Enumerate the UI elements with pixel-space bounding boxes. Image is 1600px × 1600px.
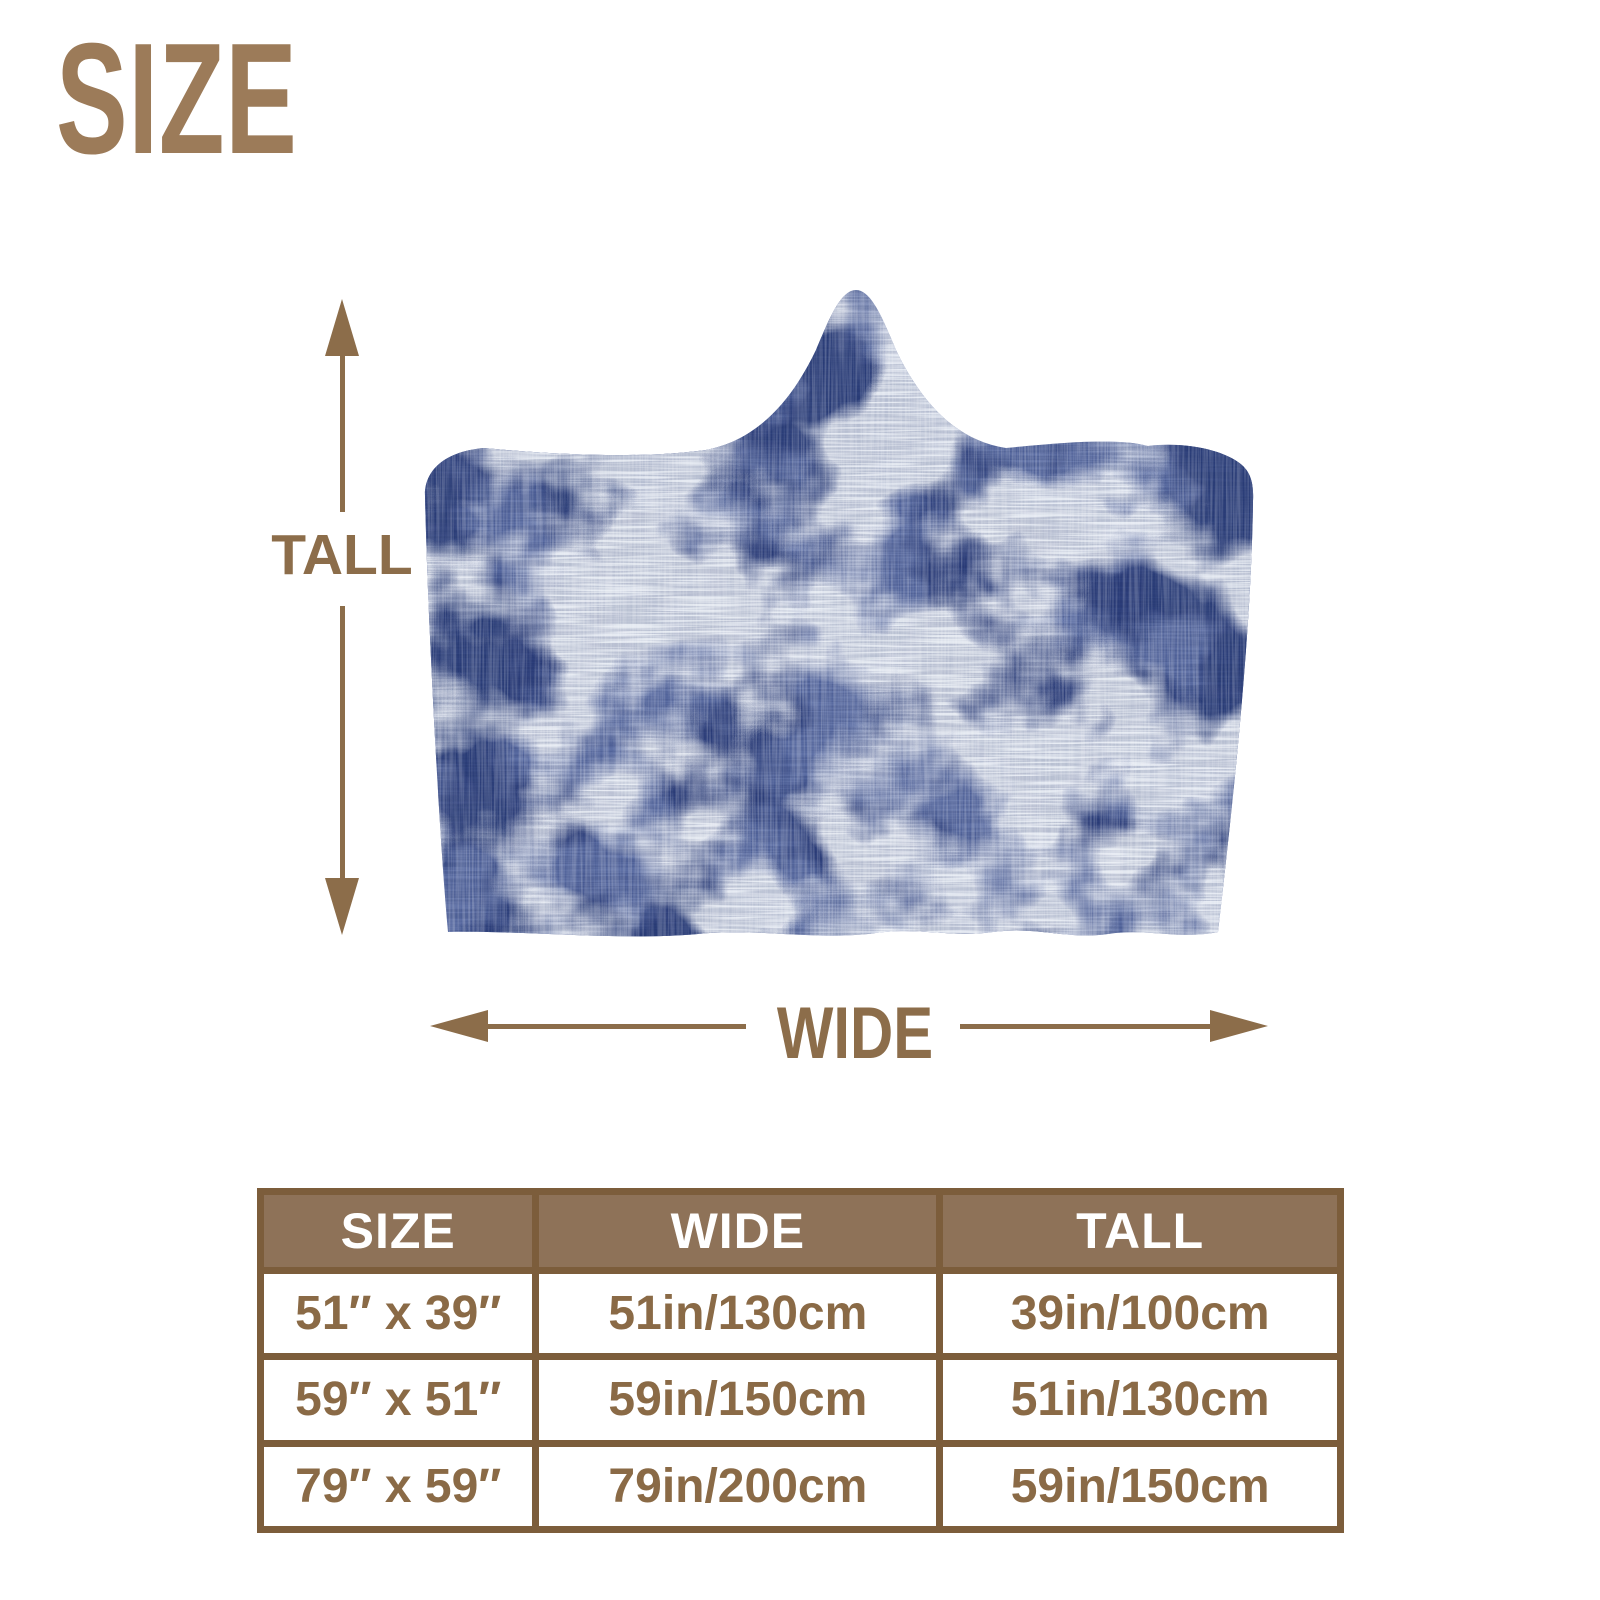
arrow-right-icon: [1210, 1010, 1268, 1042]
tall-arrow-line-bottom: [340, 606, 345, 878]
cell-tall: 39in/100cm: [936, 1266, 1344, 1361]
cell-size: 51″ x 39″: [256, 1266, 540, 1361]
cell-wide: 79in/200cm: [532, 1439, 944, 1534]
wide-arrow-line-left: [486, 1024, 746, 1029]
arrow-up-icon: [325, 299, 359, 356]
cell-size: 59″ x 51″: [256, 1353, 540, 1447]
cell-tall: 51in/130cm: [936, 1353, 1344, 1447]
table-row: 79″ x 59″ 79in/200cm 59in/150cm: [256, 1439, 1344, 1534]
tall-label: TALL: [271, 523, 413, 587]
wide-arrow-line-right: [960, 1024, 1210, 1029]
page-title: SIZE: [56, 11, 298, 187]
tall-arrow-line-top: [340, 352, 345, 512]
table-row: 51″ x 39″ 51in/130cm 39in/100cm: [256, 1266, 1344, 1361]
hooded-blanket-image: [424, 290, 1254, 937]
cell-size: 79″ x 59″: [256, 1439, 540, 1534]
arrow-left-icon: [430, 1010, 488, 1042]
header-size: SIZE: [256, 1188, 540, 1274]
arrow-down-icon: [325, 878, 359, 935]
cell-tall: 59in/150cm: [936, 1439, 1344, 1534]
header-tall: TALL: [936, 1188, 1344, 1274]
table-header-row: SIZE WIDE TALL: [256, 1188, 1344, 1274]
wide-label: WIDE: [776, 993, 934, 1074]
header-wide: WIDE: [532, 1188, 944, 1274]
size-table: SIZE WIDE TALL 51″ x 39″ 51in/130cm 39in…: [256, 1188, 1344, 1534]
cell-wide: 51in/130cm: [532, 1266, 944, 1361]
cell-wide: 59in/150cm: [532, 1353, 944, 1447]
table-row: 59″ x 51″ 59in/150cm 51in/130cm: [256, 1353, 1344, 1447]
